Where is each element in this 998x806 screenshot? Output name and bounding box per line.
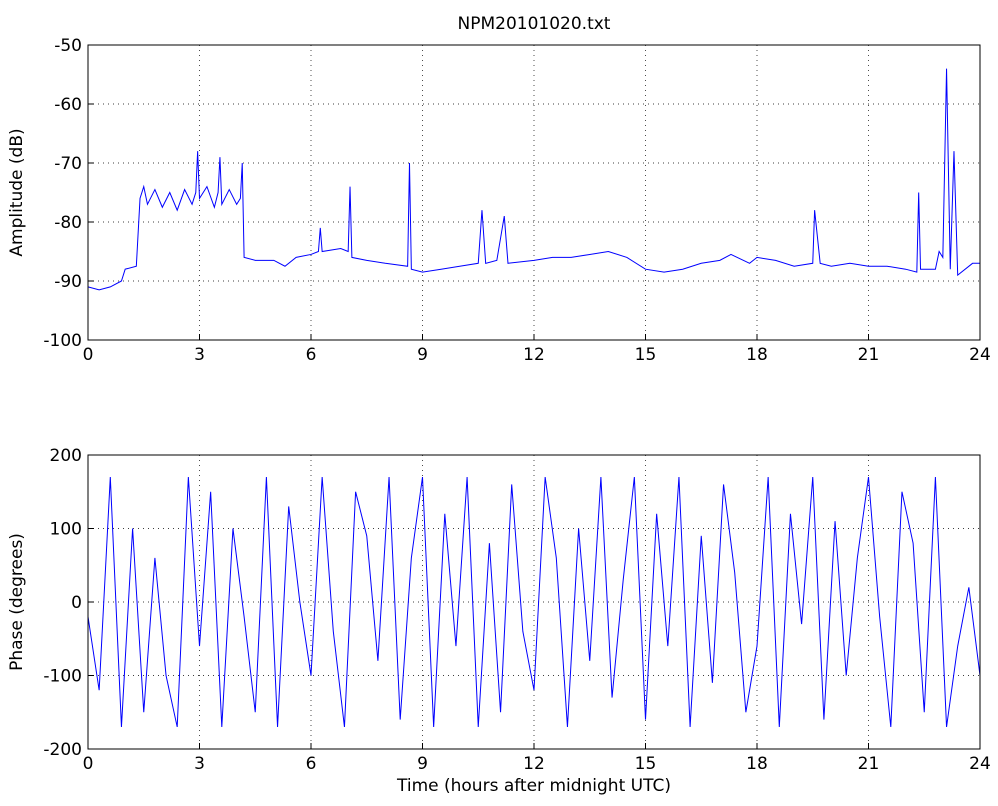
x-tick-label: 9 (417, 345, 428, 365)
x-tick-label: 0 (83, 345, 94, 365)
y-tick-label: -90 (54, 272, 82, 292)
axes-box (87, 44, 981, 341)
x-tick-label: 12 (523, 754, 545, 774)
axes-box (87, 454, 981, 750)
y-tick-label: -100 (43, 331, 82, 351)
x-tick-label: 3 (194, 754, 205, 774)
y-tick-label: -100 (43, 667, 82, 687)
x-tick-label: 0 (83, 754, 94, 774)
data-line (87, 68, 980, 291)
y-axis-label: Phase (degrees) (7, 533, 27, 671)
x-tick-label: 15 (635, 345, 657, 365)
data-line (87, 476, 981, 728)
x-tick-label: 21 (858, 345, 880, 365)
y-axis-label: Amplitude (dB) (7, 128, 27, 256)
x-tick-label: 24 (969, 345, 991, 365)
x-tick-label: 3 (194, 345, 205, 365)
y-tick-label: -200 (43, 740, 82, 760)
y-tick-label: -50 (54, 36, 82, 56)
y-tick-label: -80 (54, 213, 82, 233)
x-tick-label: 12 (523, 345, 545, 365)
y-tick-label: 100 (50, 520, 82, 540)
x-tick-label: 6 (306, 345, 317, 365)
x-tick-label: 18 (746, 345, 768, 365)
chart-title: NPM20101020.txt (458, 14, 611, 34)
y-tick-label: -70 (54, 154, 82, 174)
x-tick-label: 21 (858, 754, 880, 774)
y-tick-label: -60 (54, 95, 82, 115)
x-tick-label: 6 (306, 754, 317, 774)
x-axis-label: Time (hours after midnight UTC) (396, 776, 671, 796)
x-tick-label: 18 (746, 754, 768, 774)
x-tick-label: 15 (635, 754, 657, 774)
x-tick-label: 24 (969, 754, 991, 774)
y-tick-label: 200 (50, 446, 82, 466)
x-tick-label: 9 (417, 754, 428, 774)
y-tick-label: 0 (71, 593, 82, 613)
